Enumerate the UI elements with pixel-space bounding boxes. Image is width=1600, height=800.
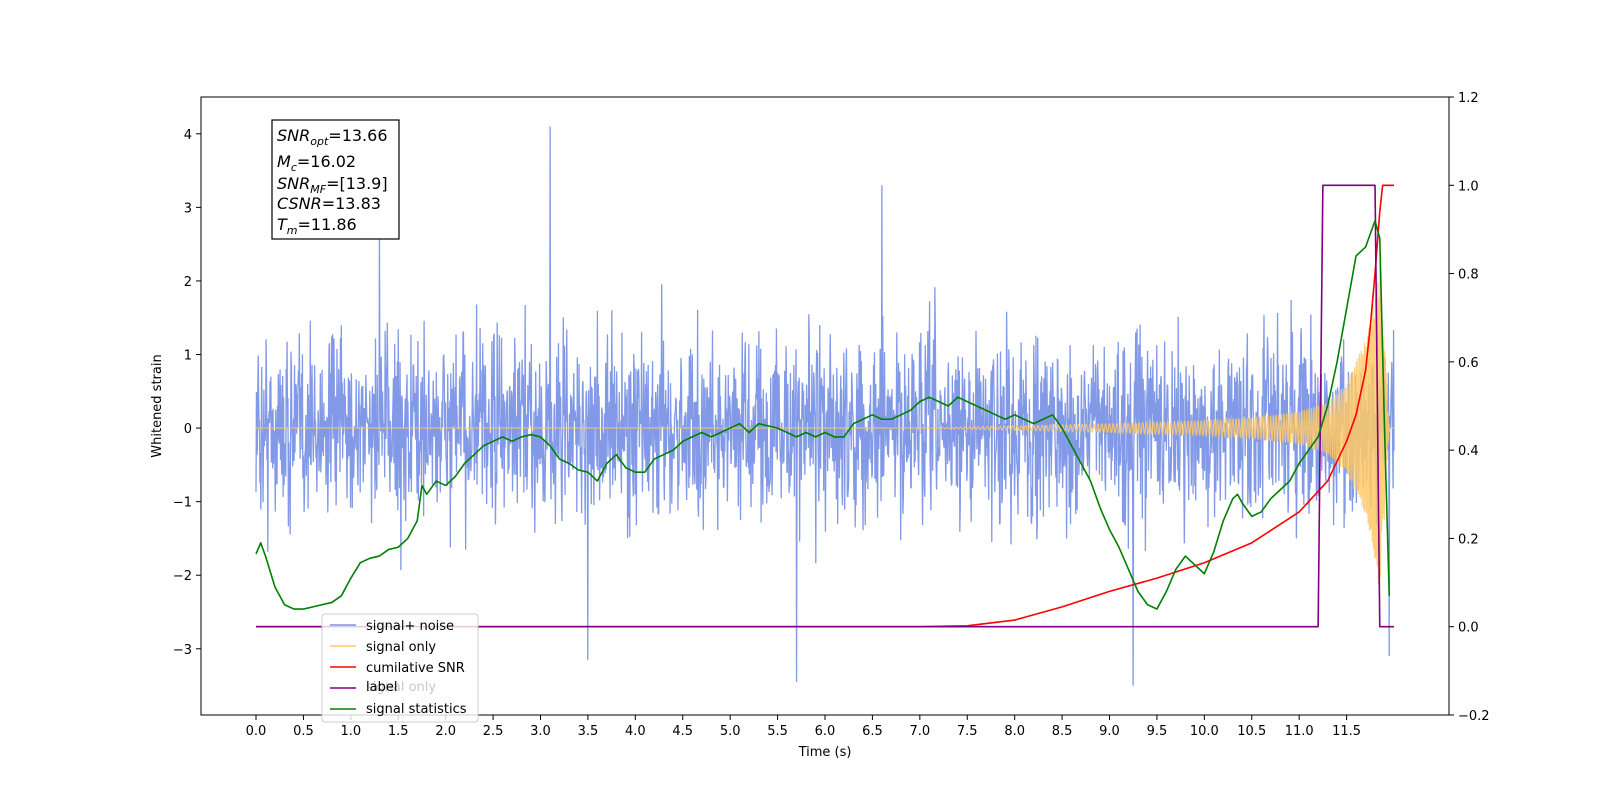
series-signal-noise: [255, 126, 1395, 686]
legend: signal only signal+ noise signal only cu…: [321, 613, 479, 723]
x-axis-label: Time (s): [798, 745, 852, 760]
y2-tick-label: 0.4: [1458, 444, 1479, 459]
y2-tick-label: 0.2: [1458, 532, 1479, 547]
x-tick-label: 11.5: [1332, 724, 1361, 739]
x-tick-label: 8.0: [1004, 724, 1025, 739]
y2-tick-label: 0.6: [1458, 356, 1479, 371]
y-tick-label: 3: [184, 201, 192, 216]
x-tick-label: 5.0: [720, 724, 741, 739]
legend-label-cumulative-snr: cumilative SNR: [366, 661, 465, 676]
y-axis-label: Whitened strain: [150, 354, 165, 457]
x-tick-label: 11.0: [1285, 724, 1314, 739]
x-tick-label: 3.5: [578, 724, 599, 739]
legend-label-label: label: [366, 680, 397, 695]
series-label: [256, 184, 1394, 628]
series-signal-statistics: [255, 219, 1391, 610]
x-tick-label: 4.5: [672, 724, 693, 739]
x-tick-label: 1.5: [388, 724, 409, 739]
series-layer: [255, 126, 1395, 686]
x-tick-label: 6.0: [815, 724, 836, 739]
info-mc: Mc=16.02: [277, 152, 356, 174]
y2-tick-label: −0.2: [1458, 709, 1490, 724]
x-tick-label: 7.5: [957, 724, 978, 739]
x-tick-label: 2.5: [483, 724, 504, 739]
legend-label-signal-only: signal only: [366, 640, 436, 655]
x-tick-label: 1.0: [340, 724, 361, 739]
y-tick-label: 4: [184, 128, 192, 143]
legend-label-signal-statistics: signal statistics: [366, 702, 467, 717]
x-tick-label: 10.0: [1190, 724, 1219, 739]
x-tick-label: 4.0: [625, 724, 646, 739]
x-tick-label: 9.5: [1147, 724, 1168, 739]
y-tick-label: −3: [173, 643, 192, 658]
x-tick-label: 2.0: [435, 724, 456, 739]
y-tick-label: −2: [173, 569, 192, 584]
x-tick-label: 5.5: [767, 724, 788, 739]
x-axis: 0.0 0.5 1.0 1.5 2.0 2.5 3.0 3.5 4.0 4.5 5.0 5.5 6.0 6…: [246, 715, 1361, 739]
y-tick-label: 1: [184, 349, 192, 364]
info-box-frame: [271, 119, 400, 240]
y-axis-right: 1.2 1.0 0.8 0.6 0.4 0.2 0.0 −0.2: [1449, 91, 1490, 724]
legend-label-signal-noise: signal+ noise: [366, 619, 454, 634]
y2-tick-label: 0.0: [1458, 621, 1479, 636]
y-axis-left: 4 3 2 1 0 −1 −2 −3: [173, 128, 201, 658]
legend-frame: [321, 613, 479, 723]
y-tick-label: 2: [184, 275, 192, 290]
series-signal-only: [256, 262, 1394, 588]
x-tick-label: 6.5: [862, 724, 883, 739]
info-csnr: CSNR=13.83: [277, 194, 381, 213]
info-snr-mf: SNRMF=[13.9]: [277, 174, 388, 196]
info-snr-opt: SNRopt=13.66: [277, 126, 388, 148]
info-tm: Tm=11.86: [277, 215, 357, 237]
x-tick-label: 8.5: [1052, 724, 1073, 739]
y2-tick-label: 0.8: [1458, 268, 1479, 283]
x-tick-label: 0.5: [293, 724, 314, 739]
x-tick-label: 3.0: [530, 724, 551, 739]
info-box: SNRopt=13.66 Mc=16.02 SNRMF=[13.9] CSNR=…: [271, 119, 400, 240]
x-tick-label: 7.0: [909, 724, 930, 739]
y2-tick-label: 1.2: [1458, 91, 1479, 106]
x-tick-label: 10.5: [1237, 724, 1266, 739]
series-cumulative-snr: [256, 184, 1394, 628]
y-tick-label: −1: [173, 496, 192, 511]
y2-tick-label: 1.0: [1458, 179, 1479, 194]
x-tick-label: 0.0: [246, 724, 267, 739]
legend-overlapped-text: signal only: [366, 680, 436, 695]
x-tick-label: 9.0: [1099, 724, 1120, 739]
y-tick-label: 0: [184, 422, 192, 437]
